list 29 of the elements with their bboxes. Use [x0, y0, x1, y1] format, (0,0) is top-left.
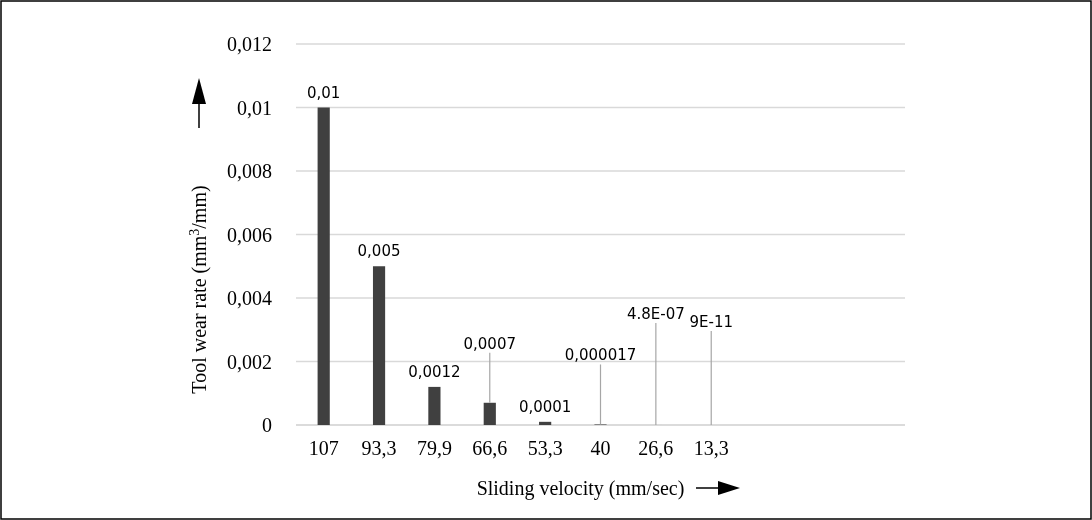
y-tick-label: 0,004 — [227, 287, 272, 309]
bar — [317, 107, 330, 425]
x-tick-label: 79,9 — [416, 437, 452, 459]
bar — [372, 266, 386, 425]
x-tick-label: 40 — [590, 437, 611, 459]
y-tick-label: 0,012 — [227, 33, 272, 55]
y-tick-label: 0,006 — [227, 223, 272, 246]
data-label: 0,0007 — [463, 334, 517, 353]
x-tick-label: 26,6 — [638, 437, 674, 459]
x-tick-label: 66,6 — [472, 437, 508, 459]
y-tick-label: 0,01 — [237, 96, 272, 119]
data-label: 0,01 — [306, 83, 341, 102]
bar — [539, 421, 552, 425]
data-label: 0,0001 — [518, 397, 572, 416]
x-tick-label: 93,3 — [361, 437, 397, 459]
data-label: 4.8E-07 — [626, 304, 685, 323]
y-tick-label: 0,002 — [227, 350, 272, 373]
data-label: 0,000017 — [564, 346, 637, 365]
data-label: 0,005 — [357, 242, 401, 261]
x-axis-title: Sliding velocity (mm/sec) — [476, 477, 685, 500]
x-tick-label: 107 — [308, 437, 339, 459]
y-tick-label: 0 — [262, 414, 272, 436]
bar — [483, 402, 496, 425]
data-label: 9E-11 — [689, 313, 733, 331]
x-tick-label: 13,3 — [693, 437, 729, 459]
data-label: 0,0012 — [408, 362, 461, 381]
y-tick-label: 0,008 — [227, 160, 272, 182]
x-tick-label: 53,3 — [527, 437, 563, 459]
bar — [428, 386, 441, 425]
